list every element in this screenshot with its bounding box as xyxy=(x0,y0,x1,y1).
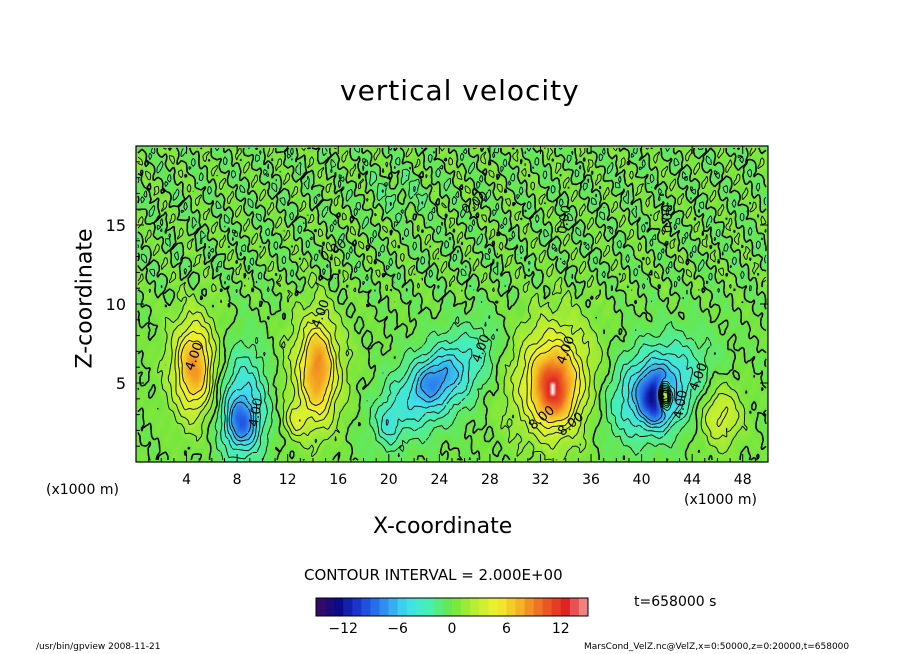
x-tick-label: 32 xyxy=(532,472,550,488)
contour-level xyxy=(220,174,700,460)
contour-level xyxy=(177,327,581,430)
colorbar-cell xyxy=(578,598,589,616)
x-tick-label: 36 xyxy=(582,472,600,488)
colorbar-cell xyxy=(352,598,362,616)
colorbar-tick-label: −12 xyxy=(328,621,358,637)
chart-title: vertical velocity xyxy=(340,74,580,107)
x-unit-left: (x1000 m) xyxy=(46,482,119,498)
colorbar-cell xyxy=(343,598,353,616)
colorbar-cell xyxy=(515,598,525,616)
contour-level xyxy=(137,147,767,461)
x-tick-label: 48 xyxy=(734,472,752,488)
x-axis: 4 8 12 16 20 24 28 32 36 40 44 48 xyxy=(148,146,756,488)
y-tick-label: 15 xyxy=(106,216,126,235)
colorbar-cell xyxy=(506,598,516,616)
contour-interval-text: CONTOUR INTERVAL = 2.000E+00 xyxy=(304,566,563,584)
colorbar-cell xyxy=(560,598,571,616)
contour-level xyxy=(231,366,667,439)
colorbar-cell xyxy=(325,598,335,616)
contour-level xyxy=(174,319,729,437)
footer-left: /usr/bin/gpview 2008-11-21 xyxy=(36,642,161,652)
x-tick-label: 20 xyxy=(380,472,398,488)
colorbar-cell xyxy=(415,598,426,616)
colorbar-cell xyxy=(397,598,408,616)
colorbar-cell xyxy=(497,598,507,616)
colorbar-tick-label: 6 xyxy=(502,621,511,637)
colorbar-cell xyxy=(334,598,344,616)
colorbar-cell xyxy=(406,598,417,616)
x-tick-label: 12 xyxy=(279,472,297,488)
contour-lines xyxy=(137,147,767,461)
colorbar-cell xyxy=(488,598,498,616)
x-tick-label: 8 xyxy=(233,472,242,488)
x-tick-label: 44 xyxy=(683,472,701,488)
y-axis: 5 10 15 xyxy=(106,161,768,447)
y-tick-label: 10 xyxy=(106,295,126,314)
colorbar-cell xyxy=(569,598,580,616)
colorbar-cell xyxy=(542,598,553,616)
contour-level xyxy=(167,308,740,450)
colorbar-cell xyxy=(452,598,462,616)
x-tick-label: 16 xyxy=(329,472,347,488)
contour-level xyxy=(223,347,693,452)
colorbar-tick-label: 0 xyxy=(448,621,457,637)
colorbar-cell xyxy=(442,598,453,616)
colorbar-tick-label: −6 xyxy=(387,621,408,637)
contour-label: 0.00 xyxy=(555,204,575,235)
x-tick-label: 24 xyxy=(430,472,448,488)
colorbar-tick-label: 12 xyxy=(552,621,570,637)
colorbar-cell xyxy=(361,598,371,616)
contour-level xyxy=(226,354,683,446)
colorbar-cell xyxy=(424,598,435,616)
colorbar-cell xyxy=(388,598,398,616)
colorbar-cell xyxy=(461,598,471,616)
contour-level xyxy=(180,332,578,424)
colorbar-cell xyxy=(379,598,389,616)
colorbar-cell xyxy=(533,598,544,616)
x-axis-label: X-coordinate xyxy=(373,514,513,539)
contour-level xyxy=(137,147,767,461)
x-tick-label: 28 xyxy=(481,472,499,488)
colorbar-cell xyxy=(479,598,489,616)
time-text: t=658000 s xyxy=(634,594,717,610)
x-unit-right: (x1000 m) xyxy=(684,492,757,508)
colorbar-cell xyxy=(524,598,534,616)
footer-right: MarsCond_VelZ.nc@VelZ,x=0:50000,z=0:2000… xyxy=(584,642,850,652)
contour-label: 4.00 xyxy=(671,389,691,420)
x-tick-label: 4 xyxy=(182,472,191,488)
colorbar-cell xyxy=(433,598,444,616)
x-tick-label: 40 xyxy=(633,472,651,488)
colorbar-cell xyxy=(316,598,326,616)
colorbar-cell xyxy=(370,598,380,616)
colorbar-cell xyxy=(470,598,480,616)
colorbar-cell xyxy=(551,598,562,616)
contour-label: 4.00 xyxy=(247,397,267,428)
contour-level xyxy=(137,147,767,461)
contour-level xyxy=(228,359,678,442)
contour-label: 0.00 xyxy=(661,204,676,233)
y-tick-label: 5 xyxy=(116,374,126,393)
